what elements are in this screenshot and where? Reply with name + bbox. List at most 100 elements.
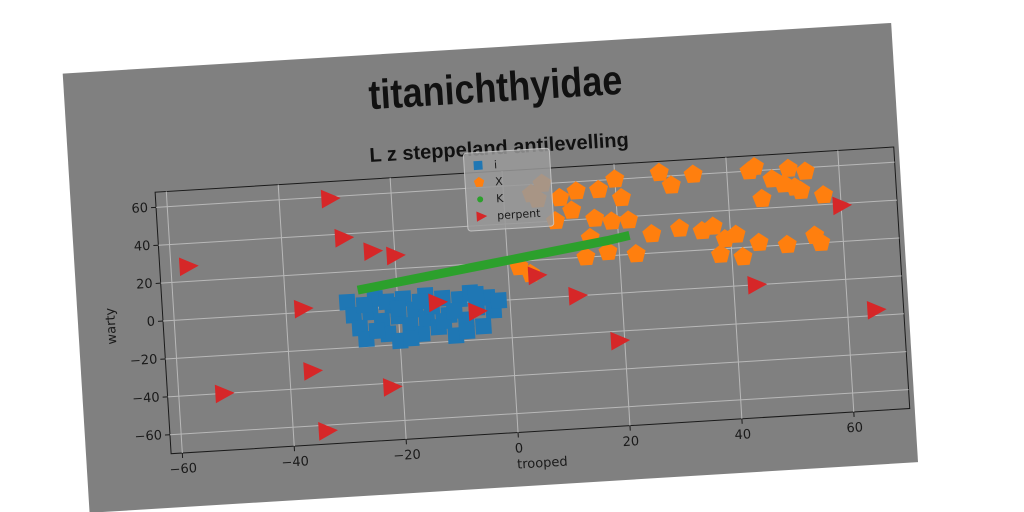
x-gridline [613, 164, 631, 426]
data-point [866, 300, 887, 320]
x-axis-ticks: −60 −40 −20 0 20 40 60 [169, 411, 863, 478]
data-point [445, 302, 463, 320]
x-tick-label: −60 [169, 461, 197, 478]
x-tick-label: 40 [734, 427, 751, 443]
data-point [832, 196, 853, 216]
data-point [338, 293, 356, 311]
data-point [752, 188, 772, 208]
data-point [710, 244, 730, 264]
y-tick-label: −20 [130, 352, 158, 369]
data-point [293, 299, 314, 319]
data-point [744, 156, 764, 176]
data-point [661, 175, 681, 194]
legend-item-i: i [473, 158, 498, 171]
data-point [749, 232, 769, 252]
y-axis-ticks: −60 −40 −20 0 20 40 60 [130, 201, 170, 445]
data-point [626, 244, 646, 263]
series-line [356, 231, 631, 295]
series-K [356, 231, 631, 295]
legend-item-perpent: perpent [476, 207, 542, 223]
data-point [303, 362, 324, 381]
x-gridline [277, 184, 295, 447]
legend-item-K: K [477, 192, 505, 205]
x-tick-label: 20 [622, 434, 639, 450]
legend-frame [462, 147, 555, 232]
x-gridline [725, 157, 743, 419]
x-gridline [837, 150, 855, 412]
y-tick-label: 20 [136, 277, 153, 293]
data-point [649, 162, 669, 182]
data-point [363, 242, 384, 262]
y-gridline [167, 351, 907, 398]
data-point [576, 247, 596, 266]
y-tick-label: 40 [133, 239, 150, 255]
figure-card: titanichthyidae L z steppeland antilevel… [62, 22, 919, 512]
y-gridline [169, 389, 909, 436]
data-point [402, 329, 420, 347]
data-point [589, 179, 608, 199]
data-point [568, 286, 589, 306]
data-point [670, 218, 690, 237]
data-point [610, 331, 631, 351]
data-point [411, 293, 429, 310]
data-point [490, 292, 508, 309]
y-gridline [162, 275, 902, 322]
y-axis-label: warty [103, 307, 120, 345]
x-tick-label: 0 [514, 441, 523, 456]
data-point [214, 384, 235, 404]
x-tick-label: −40 [281, 454, 309, 471]
data-point [318, 422, 338, 441]
legend-label: K [496, 192, 505, 205]
y-tick-label: 0 [146, 315, 155, 330]
data-point [334, 228, 355, 248]
data-point [726, 224, 746, 244]
data-point [566, 181, 586, 200]
series-perpent [178, 189, 887, 441]
data-point [733, 247, 753, 266]
legend-marker [477, 196, 484, 203]
data-point [747, 275, 768, 295]
y-gridline [165, 313, 904, 360]
data-point [602, 211, 622, 230]
y-tick-label: −60 [134, 428, 162, 445]
series-i [338, 284, 508, 350]
data-point [642, 224, 662, 243]
data-point [320, 189, 341, 209]
data-point [778, 158, 798, 178]
data-point [585, 208, 605, 227]
data-point [618, 210, 638, 229]
legend-label: perpent [497, 207, 542, 223]
data-point [178, 257, 199, 277]
y-tick-label: −40 [132, 390, 160, 407]
data-point [389, 300, 407, 318]
data-point [467, 285, 485, 303]
data-point [605, 169, 625, 188]
x-tick-label: −20 [393, 447, 421, 464]
data-point [611, 187, 631, 207]
data-point [703, 216, 723, 235]
data-point [683, 164, 703, 183]
y-gridline [160, 237, 900, 284]
x-gridline [165, 191, 183, 454]
x-tick-label: 60 [846, 420, 863, 436]
legend-label: i [494, 158, 498, 171]
legend-item-X: X [473, 175, 504, 188]
data-point [458, 322, 476, 340]
data-point [428, 293, 449, 313]
data-point [811, 232, 831, 252]
data-point [795, 161, 815, 180]
x-axis-label: trooped [517, 455, 568, 473]
data-point [386, 246, 406, 266]
data-point [550, 187, 570, 207]
data-point [813, 185, 833, 204]
data-point [474, 317, 492, 335]
legend-label: X [495, 175, 504, 188]
data-point [355, 296, 373, 314]
data-point [382, 378, 403, 397]
data-point [791, 180, 811, 200]
data-point [562, 200, 582, 219]
data-point [368, 322, 386, 340]
data-point [468, 302, 488, 322]
y-tick-label: 60 [131, 201, 148, 217]
